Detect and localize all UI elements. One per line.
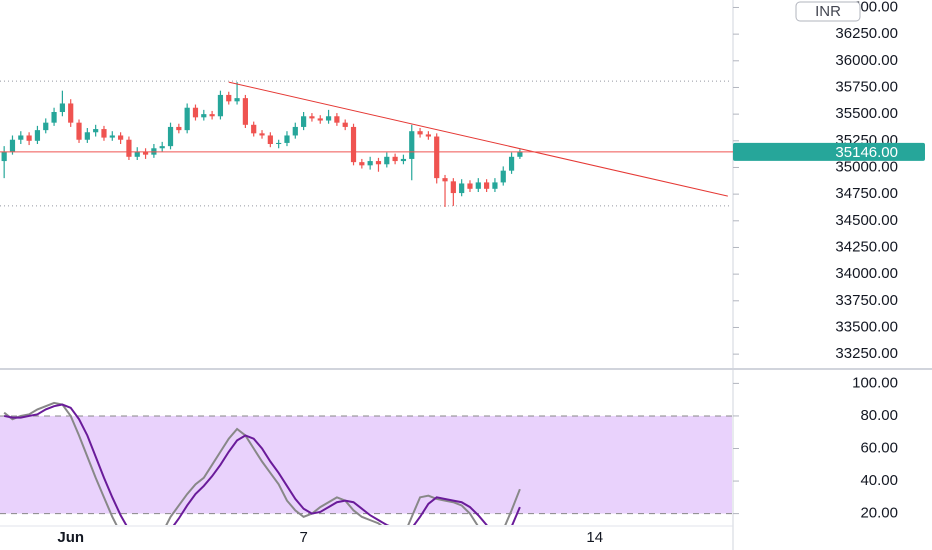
candle-body — [84, 132, 90, 140]
candle-body — [217, 94, 224, 117]
candle-body — [259, 133, 265, 136]
candle-body — [434, 136, 440, 179]
y-tick-label: 34250.00 — [835, 238, 898, 255]
candle-body — [109, 135, 115, 138]
y-tick-label: 35750.00 — [835, 78, 898, 95]
y-tick-label: 80.00 — [860, 407, 898, 424]
candle-body — [500, 170, 506, 183]
candle-body — [517, 151, 523, 157]
x-tick-label: 14 — [586, 529, 603, 546]
price-pane — [0, 80, 732, 207]
candle-body — [292, 126, 298, 136]
candle-body — [409, 131, 415, 159]
candle-body — [359, 162, 365, 166]
candle-body — [384, 156, 390, 165]
currency-label: INR — [815, 3, 841, 20]
candle-body — [309, 116, 315, 119]
candle-body — [508, 156, 515, 171]
candle-body — [350, 126, 357, 163]
candle-body — [118, 135, 124, 140]
candle-body — [226, 94, 232, 102]
candle-body — [184, 107, 190, 131]
candle-body — [442, 178, 448, 182]
x-tick-label: 7 — [299, 529, 307, 546]
stoch-line — [3, 403, 521, 525]
candle-body — [325, 116, 332, 121]
candle-body — [59, 103, 65, 112]
last-price-box — [733, 142, 925, 161]
candle-body — [93, 129, 99, 133]
candle-body — [176, 126, 182, 131]
y-tick-label: 33500.00 — [835, 318, 898, 335]
currency-badge — [795, 1, 861, 22]
candle-body — [26, 135, 32, 141]
candle-body — [375, 161, 382, 165]
candle-body — [276, 142, 282, 144]
candle-body — [51, 112, 57, 123]
y-tick-label: 36250.00 — [835, 25, 898, 42]
candle-body — [159, 146, 165, 149]
candle-body — [251, 124, 257, 134]
candle-body — [284, 135, 290, 143]
candle-body — [34, 130, 41, 141]
candle-body — [450, 181, 456, 194]
candle-body — [126, 139, 132, 157]
candle-body — [301, 116, 307, 127]
candle-body — [43, 122, 49, 131]
candle-body — [142, 151, 149, 155]
y-tick-label: 33750.00 — [835, 292, 898, 309]
candle-body — [1, 151, 7, 162]
y-tick-label: 20.00 — [860, 505, 898, 522]
candle-body — [101, 129, 107, 138]
candle-body — [209, 114, 215, 117]
y-tick-label: 35500.00 — [835, 105, 898, 122]
y-tick-label: 34000.00 — [835, 265, 898, 282]
candle-body — [68, 103, 74, 123]
candle-body — [425, 134, 431, 137]
candle-body — [317, 118, 323, 121]
y-tick-label: 34500.00 — [835, 212, 898, 229]
candle-body — [459, 183, 465, 194]
y-tick-label: 33250.00 — [835, 345, 898, 362]
candle-body — [9, 139, 16, 152]
candle-body — [400, 158, 407, 162]
stoch-pane — [0, 401, 732, 525]
candle-body — [475, 182, 481, 189]
x-tick-label: Jun — [57, 529, 84, 546]
candle-body — [267, 135, 273, 144]
y-tick-label: 35000.00 — [835, 158, 898, 175]
last-price-label: 35146.00 — [835, 144, 898, 161]
candle-body — [484, 182, 490, 189]
candle-body — [18, 135, 24, 140]
candle-body — [492, 182, 498, 189]
y-tick-label: 36000.00 — [835, 52, 898, 69]
candle-body — [334, 116, 340, 123]
candle-body — [134, 151, 140, 157]
trendline — [228, 81, 728, 197]
candle-body — [242, 98, 248, 125]
candle-body — [234, 98, 240, 102]
candle-body — [467, 183, 473, 189]
candle-body — [167, 126, 174, 147]
candle-body — [201, 114, 207, 118]
y-tick-label: 100.00 — [852, 374, 898, 391]
stoch-line — [3, 401, 521, 525]
candle-body — [392, 156, 398, 162]
candle-body — [192, 107, 199, 118]
candle-body — [76, 122, 82, 140]
y-tick-label: 40.00 — [860, 472, 898, 489]
y-tick-label: 60.00 — [860, 439, 898, 456]
y-tick-label: 34750.00 — [835, 185, 898, 202]
candle-body — [342, 122, 348, 127]
stoch-band — [0, 415, 732, 514]
candle-body — [367, 161, 373, 166]
candle-body — [417, 131, 423, 135]
